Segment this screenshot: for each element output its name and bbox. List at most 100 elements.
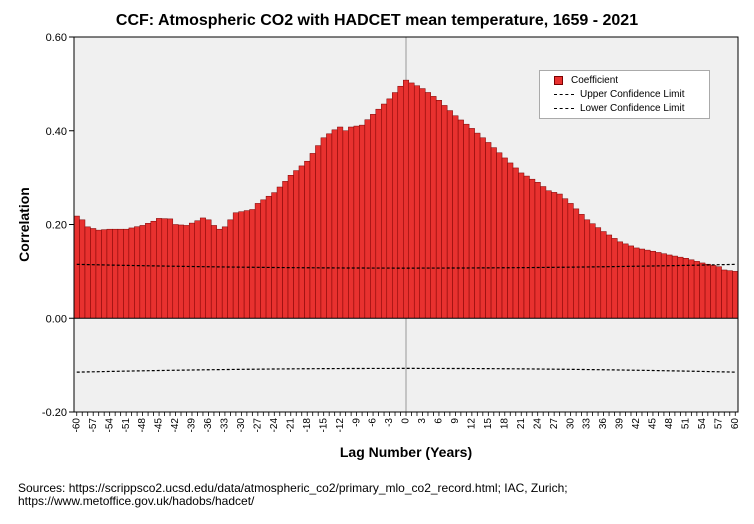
coefficient-bar xyxy=(161,218,168,319)
x-tick-label: -30 xyxy=(236,418,247,433)
coefficient-bar xyxy=(271,192,278,319)
x-tick-label: 15 xyxy=(483,418,494,430)
coefficient-bar xyxy=(178,224,184,319)
x-tick-label: 60 xyxy=(730,418,741,430)
coefficient-bar xyxy=(408,82,415,319)
coefficient-bar xyxy=(348,126,355,319)
coefficient-bar xyxy=(397,85,404,319)
coefficient-bar xyxy=(534,182,541,319)
x-tick-label: 24 xyxy=(532,418,543,430)
coefficient-bar xyxy=(726,270,733,319)
coefficient-bar xyxy=(649,250,656,319)
x-tick-label: -48 xyxy=(137,418,148,433)
coefficient-bar xyxy=(106,228,113,319)
coefficient-bar xyxy=(84,226,91,319)
x-tick-label: 9 xyxy=(450,418,461,424)
coefficient-bar xyxy=(518,172,525,319)
coefficient-bar xyxy=(205,219,212,319)
coefficient-bar xyxy=(617,241,624,319)
coefficient-bar xyxy=(567,203,574,319)
coefficient-bar xyxy=(628,245,634,319)
coefficient-bar xyxy=(79,219,86,319)
x-tick-label: 33 xyxy=(582,418,593,430)
coefficient-bar xyxy=(139,225,146,319)
coefficient-bar xyxy=(704,263,711,319)
x-tick-label: -12 xyxy=(335,418,346,433)
legend-entry-lower-limit: Lower Confidence Limit xyxy=(554,102,685,114)
coefficient-bar xyxy=(512,167,519,319)
x-tick-label: 12 xyxy=(466,418,477,430)
coefficient-bar xyxy=(392,92,399,319)
coefficient-bar xyxy=(721,269,728,319)
x-tick-label: 27 xyxy=(549,418,560,430)
legend-label-lower-limit: Lower Confidence Limit xyxy=(580,102,685,114)
x-tick-label: -3 xyxy=(384,418,395,427)
x-tick-label: -57 xyxy=(88,418,99,433)
coefficient-bar xyxy=(150,220,157,319)
coefficient-bar xyxy=(90,228,97,319)
source-note: Sources: https://scrippsco2.ucsd.edu/dat… xyxy=(18,481,568,508)
coefficient-bar xyxy=(507,162,514,319)
coefficient-bar xyxy=(123,228,130,319)
x-tick-label: -21 xyxy=(285,418,296,433)
coefficient-bar xyxy=(167,218,174,319)
coefficient-bar xyxy=(606,234,613,319)
coefficient-bar xyxy=(282,181,289,319)
legend-entry-upper-limit: Upper Confidence Limit xyxy=(554,88,685,100)
x-tick-label: -15 xyxy=(318,418,329,433)
x-tick-label: 6 xyxy=(434,418,445,424)
coefficient-bar xyxy=(403,79,410,319)
coefficient-bar xyxy=(540,186,547,319)
coefficient-bar xyxy=(128,227,135,319)
coefficient-bar xyxy=(688,259,695,319)
y-tick-label: 0.20 xyxy=(46,220,67,232)
coefficient-bar xyxy=(485,142,492,319)
x-tick-label: -33 xyxy=(220,418,231,433)
coefficient-bar xyxy=(660,253,667,319)
coefficient-bar xyxy=(315,145,322,319)
coefficient-bar xyxy=(375,108,382,319)
coefficient-bar xyxy=(134,226,141,319)
coefficient-bar xyxy=(424,92,431,319)
x-tick-label: -54 xyxy=(104,418,115,433)
x-tick-label: -9 xyxy=(351,418,362,427)
coefficient-bar xyxy=(413,85,420,319)
coefficient-bar xyxy=(287,175,294,319)
coefficient-bar xyxy=(309,153,316,319)
coefficient-bar xyxy=(556,193,563,319)
coefficient-bar xyxy=(210,225,217,319)
coefficient-bar xyxy=(227,219,234,319)
coefficient-bar xyxy=(644,249,651,319)
coefficient-bar xyxy=(479,137,486,319)
coefficient-bar xyxy=(457,119,464,319)
coefficient-bar xyxy=(419,88,426,319)
chart-title: CCF: Atmospheric CO2 with HADCET mean te… xyxy=(115,12,639,29)
coefficient-bar xyxy=(468,128,475,319)
coefficient-bar xyxy=(243,210,250,319)
coefficient-bar xyxy=(562,198,569,319)
y-tick-label: -0.20 xyxy=(42,407,67,419)
coefficient-bar xyxy=(595,227,602,319)
coefficient-bar xyxy=(611,238,618,319)
x-tick-label: -60 xyxy=(71,418,82,433)
legend-swatch-coefficient xyxy=(554,75,563,85)
coefficient-bar xyxy=(293,170,300,319)
x-axis-label: Lag Number (Years) xyxy=(340,444,472,460)
coefficient-bar xyxy=(276,186,283,319)
coefficient-bar xyxy=(732,271,739,319)
x-tick-label: 3 xyxy=(417,418,428,424)
coefficient-bar xyxy=(677,256,684,319)
coefficient-bar xyxy=(699,262,706,319)
coefficient-bar xyxy=(101,229,108,319)
coefficient-bar xyxy=(265,195,272,319)
x-tick-label: 0 xyxy=(401,418,412,424)
coefficient-bar xyxy=(463,123,470,319)
x-tick-label: -24 xyxy=(269,418,280,433)
chart-legend: Coefficient Upper Confidence Limit Lower… xyxy=(539,70,710,119)
legend-label-upper-limit: Upper Confidence Limit xyxy=(580,88,685,100)
coefficient-bar xyxy=(381,103,388,319)
coefficient-bar xyxy=(320,137,327,319)
x-tick-label: -27 xyxy=(252,418,263,433)
coefficient-bar xyxy=(638,248,645,319)
